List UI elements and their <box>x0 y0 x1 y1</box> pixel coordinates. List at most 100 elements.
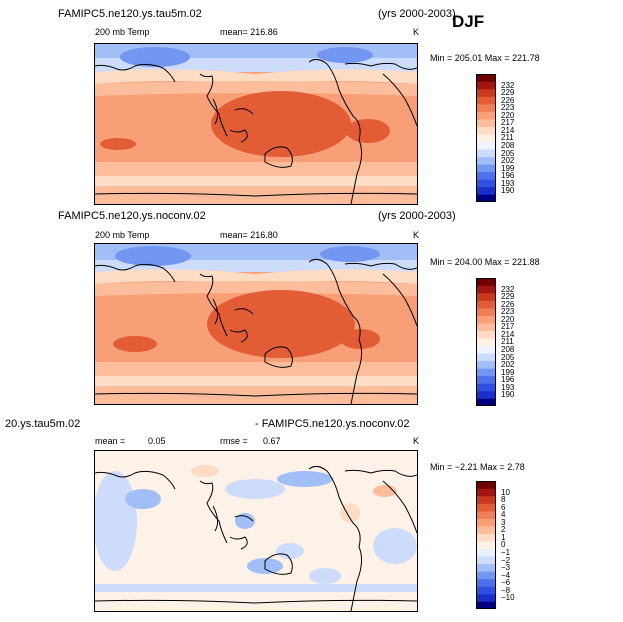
colorbar-tick-label: 190 <box>501 186 515 196</box>
colorbar-swatch <box>476 556 496 565</box>
colorbar-swatch <box>476 360 496 369</box>
colorbar-tick-label: 10 <box>501 487 510 497</box>
colorbar-swatch <box>476 511 496 519</box>
colorbar-tick-label: −6 <box>501 578 511 588</box>
panel-1-colorbar <box>476 74 496 203</box>
panel-3-rmse-label: rmse = <box>220 436 248 446</box>
season-label: DJF <box>452 12 485 31</box>
colorbar-swatch <box>476 571 496 580</box>
colorbar-swatch <box>476 390 496 399</box>
colorbar-tick-label: 6 <box>501 502 506 512</box>
panel-3-colorbar-swatches <box>476 481 496 610</box>
colorbar-tick-label: 193 <box>501 382 515 392</box>
colorbar-swatch <box>476 526 496 535</box>
panel-2-years: (yrs 2000-2003) <box>378 210 456 222</box>
panel-1-minmax: Min = 205.01 Max = 221.78 <box>430 53 540 63</box>
colorbar-tick-label: −10 <box>501 593 515 603</box>
colorbar-tick-label: −2 <box>501 555 511 565</box>
colorbar-swatch <box>476 496 496 504</box>
colorbar-swatch <box>476 149 496 158</box>
colorbar-tick-label: 232 <box>501 80 515 90</box>
colorbar-swatch <box>476 293 496 301</box>
colorbar-swatch <box>476 89 496 97</box>
colorbar-swatch <box>476 96 496 105</box>
panel-1-title: FAMIPC5.ne120.ys.tau5m.02 <box>58 8 202 20</box>
colorbar-swatch <box>476 308 496 316</box>
colorbar-tick-label: 0 <box>501 540 506 550</box>
colorbar-tick-label: 223 <box>501 103 515 113</box>
colorbar-tick-label: 226 <box>501 299 515 309</box>
colorbar-tick-label: 208 <box>501 345 515 354</box>
panel-2-units: K <box>413 230 420 240</box>
colorbar-swatch <box>476 375 496 384</box>
panel-3-title-left: 20.ys.tau5m.02 <box>5 418 81 430</box>
colorbar-tick-label: −3 <box>501 563 511 573</box>
colorbar-swatch <box>476 593 496 602</box>
panel-2-mean: mean= 216.80 <box>220 230 278 240</box>
panel-3-units: K <box>413 436 420 446</box>
colorbar-tick-label: 199 <box>501 163 515 173</box>
colorbar-tick-label: 196 <box>501 171 515 181</box>
colorbar-swatch <box>476 345 496 354</box>
colorbar-tick-label: 229 <box>501 88 515 98</box>
colorbar-frame <box>476 278 496 406</box>
panel-3-minmax: Min = −2.21 Max = 2.78 <box>430 462 525 472</box>
colorbar-swatch <box>476 518 496 527</box>
colorbar-swatch <box>476 134 496 143</box>
colorbar-tick-label: 214 <box>501 125 515 135</box>
panel-3-title-right: - FAMIPC5.ne120.ys.noconv.02 <box>255 418 410 430</box>
panel-1-variable: 200 mb Temp <box>95 27 150 37</box>
colorbar-tick-label: 229 <box>501 292 515 302</box>
colorbar-tick-label: 4 <box>501 510 506 520</box>
colorbar-tick-label: 208 <box>501 141 515 150</box>
colorbar-frame <box>476 481 496 609</box>
panel-1-units: K <box>413 27 420 37</box>
colorbar-tick-label: 202 <box>501 156 515 166</box>
colorbar-tick-label: 232 <box>501 284 515 294</box>
colorbar-swatch <box>476 353 496 362</box>
colorbar-tick-label: 2 <box>501 525 506 535</box>
panel-2-variable: 200 mb Temp <box>95 230 150 240</box>
colorbar-swatch <box>476 164 496 173</box>
panel-3-mean-value: 0.05 <box>148 436 166 446</box>
colorbar-tick-label: 214 <box>501 329 515 339</box>
panel-1-map <box>94 43 418 205</box>
colorbar-swatch <box>476 578 496 587</box>
panel-3-mean-label: mean = <box>95 436 126 446</box>
colorbar-tick-label: 226 <box>501 95 515 105</box>
colorbar-swatch <box>476 323 496 332</box>
panel-2-colorbar <box>476 278 496 407</box>
colorbar-tick-label: −8 <box>501 585 511 595</box>
panel-1-colorbar-swatches <box>476 74 496 203</box>
colorbar-tick-label: 220 <box>501 314 515 324</box>
panel-3-map <box>94 450 418 612</box>
panel-2-map <box>94 243 418 405</box>
colorbar-swatch <box>476 548 496 557</box>
colorbar-swatch <box>476 186 496 195</box>
colorbar-tick-label: 196 <box>501 375 515 385</box>
colorbar-swatch <box>476 398 496 407</box>
panel-1-mean: mean= 216.86 <box>220 27 278 37</box>
colorbar-swatch <box>476 563 496 572</box>
colorbar-tick-label: 220 <box>501 110 515 120</box>
panel-3-rmse-value: 0.67 <box>263 436 281 446</box>
colorbar-swatch <box>476 330 496 339</box>
colorbar-swatch <box>476 315 496 324</box>
colorbar-swatch <box>476 488 496 497</box>
colorbar-swatch <box>476 541 496 550</box>
colorbar-swatch <box>476 278 496 286</box>
colorbar-tick-label: 190 <box>501 390 515 400</box>
colorbar-swatch <box>476 156 496 165</box>
colorbar-swatch <box>476 285 496 294</box>
colorbar-tick-label: 211 <box>501 337 514 347</box>
colorbar-swatch <box>476 533 496 542</box>
colorbar-swatch <box>476 194 496 203</box>
colorbar-swatch <box>476 300 496 309</box>
colorbar-tick-label: 205 <box>501 148 515 158</box>
panel-1-years: (yrs 2000-2003) <box>378 8 456 20</box>
colorbar-swatch <box>476 601 496 610</box>
colorbar-tick-label: 223 <box>501 307 515 317</box>
colorbar-swatch <box>476 338 496 347</box>
colorbar-tick-label: 3 <box>501 517 506 527</box>
colorbar-swatch <box>476 74 496 82</box>
